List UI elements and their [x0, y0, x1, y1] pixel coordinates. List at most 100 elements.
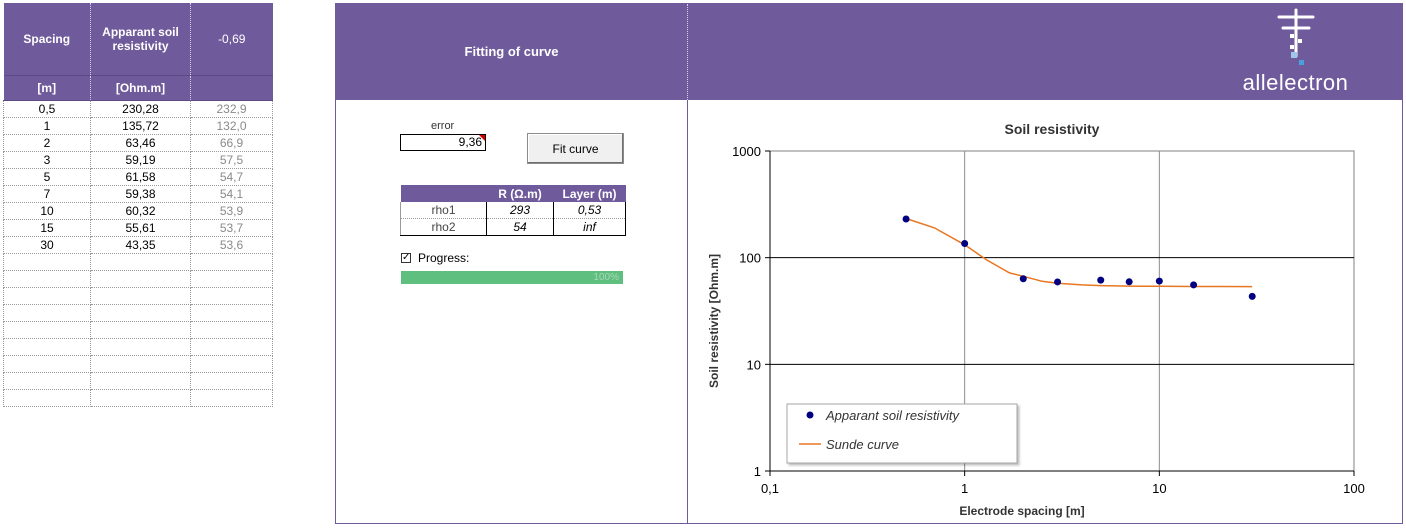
measured-resistivity-cell[interactable]: 59,38	[90, 185, 191, 203]
y-tick-label: 100	[739, 251, 761, 266]
empty-cell[interactable]	[3, 321, 91, 339]
measured-resistivity-cell[interactable]: 63,46	[90, 134, 191, 152]
empty-table-row	[3, 389, 273, 407]
spacing-cell[interactable]: 3	[3, 151, 91, 169]
spacing-cell[interactable]: 5	[3, 168, 91, 186]
legend-label-curve: Sunde curve	[826, 437, 899, 452]
error-value-cell[interactable]: 9,36	[400, 134, 486, 151]
empty-table-row	[3, 321, 273, 339]
table-row: 1 135,72 132,0	[3, 117, 273, 135]
table-row: 7 59,38 54,1	[3, 185, 273, 203]
empty-cell[interactable]	[3, 270, 91, 288]
empty-cell[interactable]	[3, 338, 91, 356]
fitted-resistivity-cell[interactable]: 53,7	[190, 219, 273, 237]
param-r-cell[interactable]: 54	[486, 218, 554, 236]
spacing-cell[interactable]: 1	[3, 117, 91, 135]
measured-resistivity-cell[interactable]: 55,61	[90, 219, 191, 237]
empty-table-row	[3, 253, 273, 271]
fitted-resistivity-cell[interactable]: 54,7	[190, 168, 273, 186]
panel-title: Fitting of curve	[464, 44, 559, 59]
y-tick-label: 1	[754, 464, 761, 479]
empty-cell[interactable]	[3, 355, 91, 373]
data-point	[902, 215, 910, 223]
fit-curve-button[interactable]: Fit curve	[527, 133, 624, 164]
measured-resistivity-cell[interactable]: 43,35	[90, 236, 191, 254]
param-header-layer: Layer (m)	[553, 185, 626, 202]
empty-cell[interactable]	[190, 389, 273, 407]
spacing-cell[interactable]: 15	[3, 219, 91, 237]
progress-label: Progress:	[418, 251, 470, 265]
measured-resistivity-cell[interactable]: 61,58	[90, 168, 191, 186]
table-row: 3 59,19 57,5	[3, 151, 273, 169]
empty-cell[interactable]	[90, 338, 191, 356]
empty-cell[interactable]	[90, 304, 191, 322]
param-layer-cell[interactable]: inf	[553, 218, 626, 236]
param-r-cell[interactable]: 293	[486, 202, 554, 219]
empty-table-row	[3, 355, 273, 373]
empty-cell[interactable]	[3, 304, 91, 322]
fitted-resistivity-cell[interactable]: 53,9	[190, 202, 273, 220]
layer-parameters-table: R (Ω.m) Layer (m) rho1 293 0,53 rho2 54 …	[400, 185, 626, 236]
data-point	[1097, 276, 1105, 284]
fitted-resistivity-cell[interactable]: 53,6	[190, 236, 273, 254]
x-tick-label: 100	[1343, 481, 1365, 496]
error-label: error	[431, 120, 455, 132]
empty-cell[interactable]	[190, 270, 273, 288]
data-point	[961, 240, 969, 248]
fit-error-header: -0,69	[190, 3, 273, 76]
empty-cell[interactable]	[3, 389, 91, 407]
chart-title: Soil resistivity	[1005, 121, 1100, 137]
header-divider	[687, 4, 688, 100]
empty-cell[interactable]	[90, 389, 191, 407]
progress-bar: 100%	[401, 271, 623, 284]
fitted-resistivity-cell[interactable]: 54,1	[190, 185, 273, 203]
empty-cell[interactable]	[90, 270, 191, 288]
data-point	[1155, 277, 1163, 285]
progress-checkbox[interactable]: ✓	[401, 252, 411, 263]
param-header-blank	[400, 185, 487, 202]
fitted-resistivity-cell[interactable]: 57,5	[190, 151, 273, 169]
param-layer-cell[interactable]: 0,53	[553, 202, 626, 219]
spacing-cell[interactable]: 0,5	[3, 100, 91, 118]
fitted-resistivity-cell[interactable]: 132,0	[190, 117, 273, 135]
spacing-cell[interactable]: 30	[3, 236, 91, 254]
empty-cell[interactable]	[190, 304, 273, 322]
table-row: 30 43,35 53,6	[3, 236, 273, 254]
empty-cell[interactable]	[3, 253, 91, 271]
spacing-header: Spacing	[3, 3, 91, 76]
param-row: rho1 293 0,53	[400, 202, 626, 219]
empty-cell[interactable]	[190, 355, 273, 373]
legend-box	[786, 403, 1018, 464]
empty-cell[interactable]	[190, 338, 273, 356]
param-name: rho1	[400, 202, 487, 219]
logo-text: allelectron	[1242, 70, 1349, 95]
measured-resistivity-cell[interactable]: 60,32	[90, 202, 191, 220]
empty-cell[interactable]	[3, 372, 91, 390]
empty-table-row	[3, 304, 273, 322]
empty-cell[interactable]	[190, 287, 273, 305]
fitted-resistivity-cell[interactable]: 66,9	[190, 134, 273, 152]
param-name: rho2	[400, 218, 487, 236]
measured-resistivity-cell[interactable]: 135,72	[90, 117, 191, 135]
spacing-unit: [m]	[3, 75, 91, 101]
spacing-cell[interactable]: 7	[3, 185, 91, 203]
empty-cell[interactable]	[90, 372, 191, 390]
fitted-resistivity-cell[interactable]: 232,9	[190, 100, 273, 118]
empty-cell[interactable]	[90, 287, 191, 305]
resistivity-header: Apparant soil resistivity	[90, 3, 191, 76]
legend-marker	[806, 411, 814, 419]
empty-cell[interactable]	[90, 321, 191, 339]
empty-cell[interactable]	[90, 355, 191, 373]
measured-resistivity-cell[interactable]: 230,28	[90, 100, 191, 118]
empty-cell[interactable]	[3, 287, 91, 305]
empty-cell[interactable]	[190, 321, 273, 339]
empty-cell[interactable]	[190, 372, 273, 390]
spacing-cell[interactable]: 10	[3, 202, 91, 220]
spacing-cell[interactable]: 2	[3, 134, 91, 152]
measured-resistivity-cell[interactable]: 59,19	[90, 151, 191, 169]
panel-header: Fitting of curve allelectron	[336, 4, 1402, 100]
empty-cell[interactable]	[90, 253, 191, 271]
empty-cell[interactable]	[190, 253, 273, 271]
data-point	[1248, 292, 1256, 300]
